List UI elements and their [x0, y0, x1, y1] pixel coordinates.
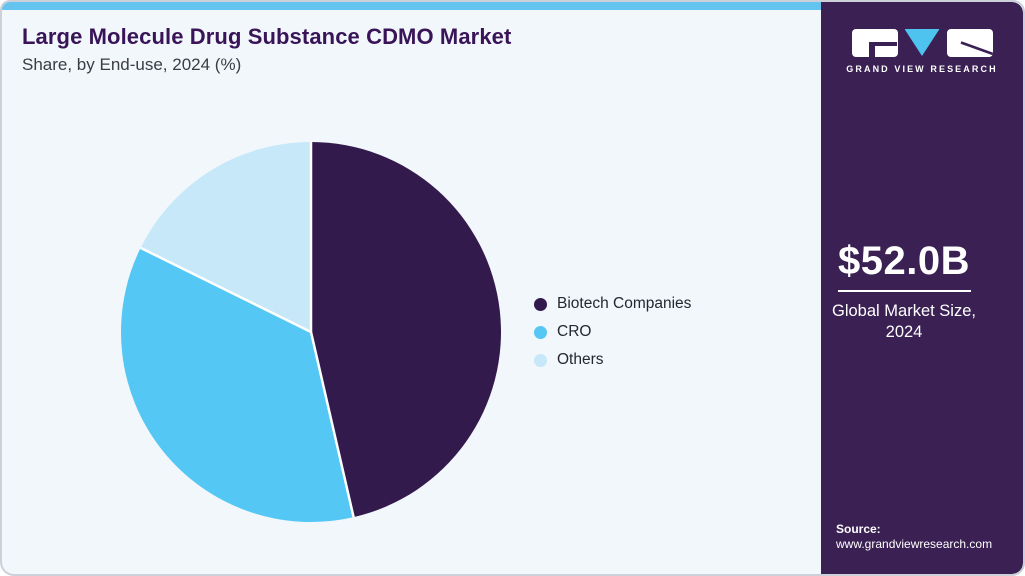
legend-label: CRO — [557, 323, 592, 340]
pie-chart-svg — [121, 142, 501, 522]
page-subtitle: Share, by End-use, 2024 (%) — [22, 55, 242, 74]
chart-legend: Biotech Companies CRO Others — [534, 290, 691, 374]
logo-r-glyph-icon — [946, 29, 993, 57]
pie-slice-cro — [121, 247, 354, 522]
legend-swatch-icon — [534, 297, 547, 311]
brand-sidebar: GRAND VIEW RESEARCH $52.0B Global Market… — [821, 2, 1023, 574]
metric-divider — [837, 290, 971, 292]
brand-name: GRAND VIEW RESEARCH — [846, 64, 998, 74]
logo-v-triangle-icon — [904, 29, 940, 56]
pie-slice-biotech-companies — [311, 142, 501, 518]
pie-slice-separator — [309, 331, 355, 518]
market-size-value: $52.0B — [838, 239, 970, 283]
market-size-metric: $52.0B Global Market Size, 2024 — [821, 238, 987, 343]
pie-slice-others — [140, 142, 311, 332]
legend-item-others: Others — [534, 346, 691, 374]
legend-item-biotech-companies: Biotech Companies — [534, 290, 691, 318]
legend-item-cro: CRO — [534, 318, 691, 346]
source-label: Source: — [836, 522, 881, 536]
gvr-logo — [821, 29, 1023, 57]
legend-swatch-icon — [534, 353, 547, 367]
market-size-label: Global Market Size, 2024 — [832, 302, 976, 341]
chart-header: Large Molecule Drug Substance CDMO Marke… — [22, 23, 511, 76]
page-title: Large Molecule Drug Substance CDMO Marke… — [22, 24, 512, 49]
legend-swatch-icon — [534, 325, 547, 339]
source-url: www.grandviewresearch.com — [836, 537, 993, 551]
pie-slice-separator — [140, 246, 312, 334]
top-accent-bar — [2, 2, 823, 10]
pie-chart — [119, 140, 503, 524]
source-block: Source: www.grandviewresearch.com — [836, 522, 992, 552]
logo-g-glyph-icon — [851, 29, 898, 57]
legend-label: Biotech Companies — [557, 295, 692, 312]
legend-label: Others — [557, 351, 604, 368]
